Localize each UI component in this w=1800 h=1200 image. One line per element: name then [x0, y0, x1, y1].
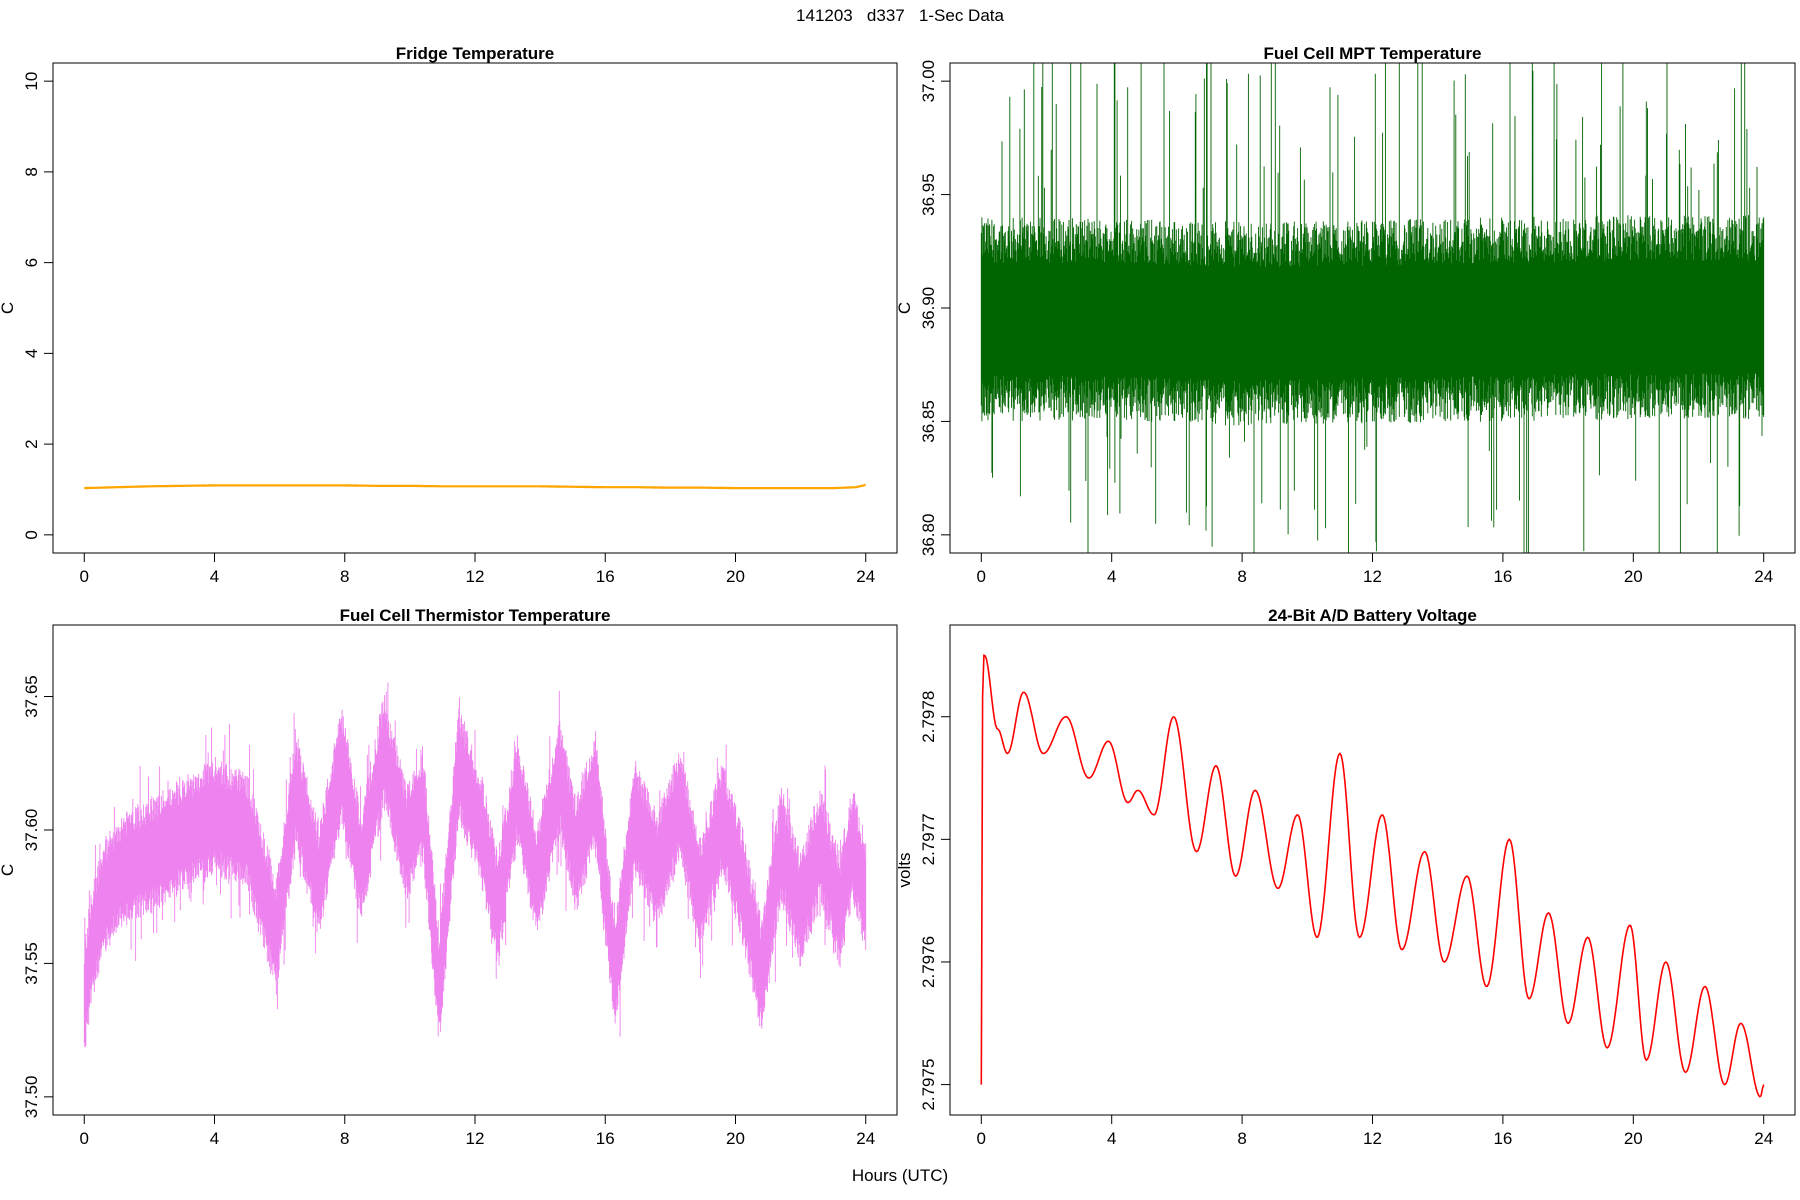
plot-frame	[949, 624, 1796, 1116]
x-tick-label: 4	[210, 1129, 219, 1148]
y-tick-label: 37.00	[919, 60, 938, 103]
y-tick-label: 10	[22, 72, 41, 91]
x-tick-label: 8	[340, 567, 349, 586]
x-tick-label: 24	[1754, 1129, 1773, 1148]
y-tick-label: 6	[22, 258, 41, 267]
y-tick-label: 37.55	[22, 942, 41, 985]
x-axis-label: Hours (UTC)	[851, 1166, 949, 1185]
y-tick-label: 4	[22, 349, 41, 358]
y-tick-label: 2.7977	[919, 813, 938, 865]
y-tick-label: 8	[22, 167, 41, 176]
series-line	[980, 654, 1765, 1098]
series-line	[83, 682, 867, 1048]
x-tick-label: 0	[977, 567, 986, 586]
x-tick-label: 20	[1624, 1129, 1643, 1148]
page-title: 141203 d337 1-Sec Data	[796, 6, 1004, 25]
plot-frame	[52, 62, 898, 554]
panel-battery-voltage: 24-Bit A/D Battery Voltage volts 0 4 8 12 16 20…	[895, 606, 1796, 1148]
x-tick-label: 12	[1363, 567, 1382, 586]
panel-title: Fridge Temperature	[396, 44, 554, 63]
x-tick-label: 20	[726, 1129, 745, 1148]
y-axis-label: volts	[895, 853, 914, 888]
x-tick-label: 20	[726, 567, 745, 586]
y-tick-label: 37.65	[22, 675, 41, 718]
x-tick-label: 16	[1493, 567, 1512, 586]
y-tick-label: 36.85	[919, 400, 938, 443]
x-tick-label: 12	[466, 1129, 485, 1148]
x-tick-label: 8	[1237, 567, 1246, 586]
x-tick-label: 16	[596, 1129, 615, 1148]
x-tick-label: 4	[1107, 567, 1116, 586]
x-tick-label: 8	[1237, 1129, 1246, 1148]
y-tick-label: 37.50	[22, 1076, 41, 1119]
x-tick-label: 16	[1493, 1129, 1512, 1148]
panel-fuel-cell-thermistor-temperature: Fuel Cell Thermistor Temperature C 0 4 8 12 16…	[0, 606, 898, 1148]
series-group	[83, 682, 867, 1048]
y-tick-label: 36.90	[919, 287, 938, 330]
series-core	[84, 717, 866, 1036]
y-axis-label: C	[0, 302, 17, 314]
x-tick-label: 4	[210, 567, 219, 586]
panel-fuel-cell-mpt-temperature: Fuel Cell MPT Temperature C 0 4 8 12 16 20 24 36.…	[895, 44, 1796, 586]
x-tick-label: 24	[1754, 567, 1773, 586]
y-tick-label: 37.60	[22, 809, 41, 852]
x-tick-label: 0	[80, 567, 89, 586]
y-tick-label: 2	[22, 439, 41, 448]
panel-title: Fuel Cell MPT Temperature	[1264, 44, 1482, 63]
y-tick-label: 2.7976	[919, 936, 938, 988]
x-tick-label: 16	[596, 567, 615, 586]
panel-title: 24-Bit A/D Battery Voltage	[1268, 606, 1477, 625]
x-tick-label: 12	[1363, 1129, 1382, 1148]
x-tick-label: 4	[1107, 1129, 1116, 1148]
series-group	[980, 654, 1765, 1098]
y-axis-label: C	[895, 302, 914, 314]
x-tick-label: 0	[977, 1129, 986, 1148]
x-tick-label: 12	[466, 567, 485, 586]
series-group	[980, 63, 1765, 553]
series-group	[84, 483, 866, 490]
x-tick-label: 8	[340, 1129, 349, 1148]
x-tick-label: 20	[1624, 567, 1643, 586]
x-tick-label: 0	[80, 1129, 89, 1148]
x-tick-label: 24	[856, 567, 875, 586]
y-tick-label: 36.80	[919, 514, 938, 557]
x-tick-label: 24	[856, 1129, 875, 1148]
series-core	[981, 260, 1764, 380]
y-axis-label: C	[0, 864, 17, 876]
y-tick-label: 2.7975	[919, 1059, 938, 1111]
panel-title: Fuel Cell Thermistor Temperature	[340, 606, 611, 625]
y-tick-label: 0	[22, 530, 41, 539]
panel-fridge-temperature: Fridge TemperatureC048121620240246810	[0, 44, 898, 586]
y-tick-label: 2.7978	[919, 691, 938, 743]
y-tick-label: 36.95	[919, 173, 938, 216]
series-line	[84, 483, 866, 490]
